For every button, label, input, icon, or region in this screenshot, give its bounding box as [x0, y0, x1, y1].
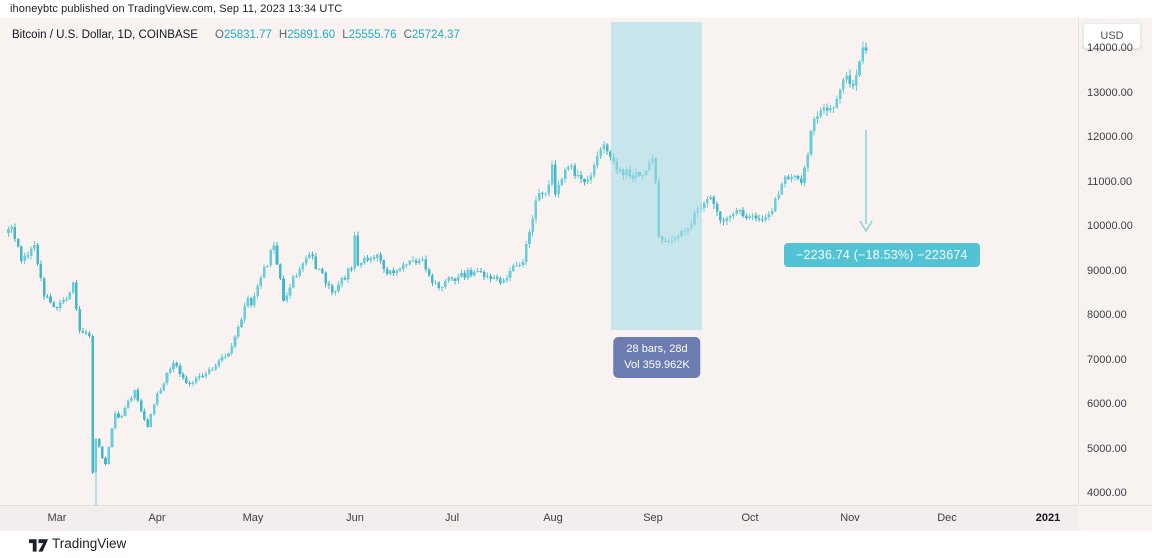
- price-tick-label: 8000.00: [1087, 309, 1127, 321]
- price-tick-label: 14000.00: [1087, 42, 1133, 54]
- candles-group: [7, 41, 868, 519]
- time-tick-label: Jun: [346, 512, 364, 524]
- footer-bar: TradingView: [0, 531, 1152, 558]
- price-tick-label: 5000.00: [1087, 442, 1127, 455]
- time-tick-label: May: [242, 512, 264, 524]
- legend-close-label: C: [403, 29, 412, 41]
- legend-close-value: 25724.37: [411, 29, 460, 41]
- time-tick-label: Oct: [741, 512, 759, 524]
- tradingview-logo-icon[interactable]: [28, 537, 49, 553]
- legend-low-label: L: [342, 29, 349, 41]
- measure-range-tooltip: −2236.74 (−18.53%) −223674: [784, 243, 980, 267]
- price-tick-label: 11000.00: [1087, 175, 1133, 188]
- legend-high-value: 25891.60: [287, 29, 336, 41]
- price-tick-label: 6000.00: [1087, 398, 1127, 410]
- legend-open-label: O: [214, 29, 224, 41]
- time-axis-corner: [1079, 505, 1152, 532]
- price-tick-label: 9000.00: [1087, 264, 1127, 277]
- legend-symbol-text: Bitcoin / U.S. Dollar, 1D, COINBASE: [12, 29, 198, 41]
- time-tick-label: Jul: [444, 512, 460, 524]
- time-tick-label: Dec: [937, 512, 957, 524]
- time-axis[interactable]: Mar Apr May Jun Jul Aug Sep Oct Nov Dec 2021: [0, 505, 1078, 532]
- price-tick-label: 13000.00: [1087, 86, 1133, 99]
- symbol-legend[interactable]: Bitcoin / U.S. Dollar, 1D, COINBASE O2583…: [12, 29, 460, 41]
- price-tick-label: 10000.00: [1087, 220, 1133, 232]
- time-tick-label: Apr: [148, 512, 166, 524]
- tradingview-brand-text[interactable]: TradingView: [52, 536, 127, 551]
- chart-pane[interactable]: Bitcoin / U.S. Dollar, 1D, COINBASE O2583…: [0, 18, 1152, 532]
- price-axis[interactable]: USD 14000.00 13000.00 12000.00 11000.00 1000…: [1078, 18, 1152, 505]
- legend-open-value: 25831.77: [223, 29, 272, 41]
- measure-bars-text: 28 bars, 28d: [626, 343, 688, 355]
- time-tick-label: Nov: [840, 512, 860, 524]
- published-line: ihoneybtc published on TradingView.com, …: [10, 3, 343, 15]
- measure-stats-badge[interactable]: 28 bars, 28d Vol 359.962K: [613, 337, 701, 378]
- time-tick-label: Sep: [643, 512, 663, 524]
- measure-volume-text: Vol 359.962K: [624, 358, 690, 371]
- price-tick-label: 4000.00: [1087, 487, 1127, 499]
- price-tick-label: 7000.00: [1087, 353, 1127, 366]
- legend-low-value: 25555.76: [348, 29, 397, 41]
- price-tick-label: 12000.00: [1087, 131, 1133, 143]
- time-tick-label: Mar: [47, 512, 67, 524]
- time-tick-label: Aug: [543, 512, 563, 524]
- currency-toggle-button[interactable]: USD: [1083, 23, 1141, 49]
- legend-high-label: H: [278, 29, 288, 41]
- time-tick-label: 2021: [1035, 512, 1061, 524]
- measure-band[interactable]: [611, 22, 702, 330]
